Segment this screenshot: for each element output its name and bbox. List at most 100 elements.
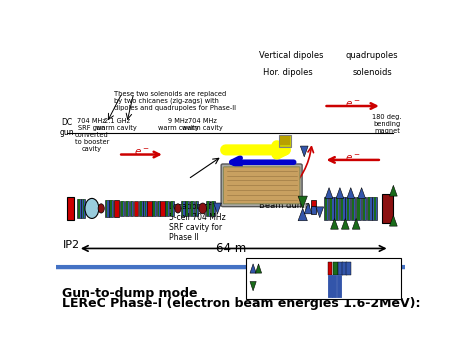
Bar bbox=[106, 200, 108, 217]
Polygon shape bbox=[256, 264, 261, 273]
Bar bbox=[336, 197, 338, 220]
Bar bbox=[279, 135, 291, 147]
Bar bbox=[374, 197, 376, 220]
Text: 704 MHz
SRF gun
converted
to booster
cavity: 704 MHz SRF gun converted to booster cav… bbox=[75, 118, 109, 152]
Bar bbox=[338, 262, 343, 275]
Bar bbox=[194, 201, 198, 216]
Text: Vertical dipoles: Vertical dipoles bbox=[258, 51, 323, 60]
Bar bbox=[110, 200, 112, 217]
Polygon shape bbox=[331, 218, 338, 229]
Bar bbox=[126, 201, 128, 216]
FancyBboxPatch shape bbox=[223, 167, 300, 204]
Bar bbox=[81, 199, 86, 218]
Bar bbox=[134, 201, 139, 216]
Bar bbox=[82, 199, 84, 218]
Polygon shape bbox=[316, 207, 324, 218]
Polygon shape bbox=[352, 218, 360, 229]
Bar bbox=[328, 262, 332, 275]
Bar bbox=[373, 197, 377, 220]
Bar bbox=[363, 197, 365, 220]
Bar bbox=[160, 201, 165, 216]
Bar bbox=[351, 197, 356, 220]
Bar bbox=[206, 201, 210, 216]
Polygon shape bbox=[214, 203, 221, 214]
Polygon shape bbox=[347, 188, 355, 198]
Text: Gun-to-dump mode: Gun-to-dump mode bbox=[63, 287, 198, 300]
Text: $e^-$: $e^-$ bbox=[345, 99, 361, 110]
Text: $e^-$: $e^-$ bbox=[134, 147, 149, 158]
Polygon shape bbox=[301, 146, 308, 157]
Bar bbox=[144, 201, 146, 216]
Text: 9 MHz
warm cavity: 9 MHz warm cavity bbox=[158, 118, 198, 131]
Text: Location of
5-cell 704 MHz
SRF cavity for
Phase II: Location of 5-cell 704 MHz SRF cavity fo… bbox=[169, 202, 225, 242]
Bar bbox=[166, 201, 168, 216]
Polygon shape bbox=[250, 264, 256, 273]
Bar bbox=[280, 136, 289, 145]
Bar bbox=[152, 201, 156, 216]
Bar bbox=[367, 197, 372, 220]
Bar bbox=[357, 197, 360, 220]
Bar bbox=[341, 197, 343, 220]
Bar bbox=[67, 197, 74, 220]
Bar bbox=[171, 201, 173, 216]
Bar bbox=[330, 197, 333, 220]
Bar bbox=[334, 197, 339, 220]
Ellipse shape bbox=[85, 198, 99, 218]
Bar bbox=[311, 206, 316, 214]
Bar bbox=[246, 259, 401, 298]
Bar bbox=[165, 201, 169, 216]
Text: IP2: IP2 bbox=[63, 240, 80, 250]
Bar bbox=[158, 201, 159, 216]
Text: DC
gun: DC gun bbox=[60, 118, 74, 137]
Text: $e^-$: $e^-$ bbox=[345, 153, 361, 164]
Polygon shape bbox=[342, 218, 349, 229]
Bar bbox=[147, 201, 152, 216]
Bar bbox=[368, 197, 370, 220]
Polygon shape bbox=[358, 188, 365, 198]
Polygon shape bbox=[336, 188, 344, 198]
Bar bbox=[186, 201, 188, 216]
Bar bbox=[356, 197, 361, 220]
Bar bbox=[345, 197, 350, 220]
Bar bbox=[78, 199, 80, 218]
Bar bbox=[333, 262, 338, 275]
Bar bbox=[170, 201, 174, 216]
Bar bbox=[211, 201, 215, 216]
Text: Beam dump: Beam dump bbox=[259, 201, 310, 210]
Bar bbox=[191, 201, 193, 216]
Text: 704 MHz
warm cavity: 704 MHz warm cavity bbox=[182, 118, 223, 131]
Bar bbox=[139, 201, 143, 216]
FancyBboxPatch shape bbox=[221, 164, 302, 207]
Bar bbox=[185, 201, 189, 216]
Bar bbox=[153, 201, 155, 216]
Bar bbox=[180, 201, 184, 216]
Polygon shape bbox=[390, 215, 397, 226]
Bar bbox=[325, 197, 327, 220]
Ellipse shape bbox=[175, 204, 181, 213]
Bar bbox=[352, 197, 354, 220]
Bar bbox=[340, 197, 345, 220]
Polygon shape bbox=[325, 188, 333, 198]
Bar bbox=[346, 262, 351, 275]
Bar bbox=[125, 201, 129, 216]
Bar bbox=[120, 201, 124, 216]
Ellipse shape bbox=[199, 203, 207, 214]
Text: 2.1 GHz
warm cavity: 2.1 GHz warm cavity bbox=[96, 118, 137, 131]
Polygon shape bbox=[298, 196, 307, 209]
Ellipse shape bbox=[98, 204, 104, 213]
Text: Hor. dipoles: Hor. dipoles bbox=[263, 68, 313, 77]
Bar bbox=[114, 200, 119, 217]
Bar bbox=[131, 201, 132, 216]
Polygon shape bbox=[304, 203, 312, 214]
Bar bbox=[324, 197, 328, 220]
Bar bbox=[105, 200, 108, 217]
Bar bbox=[140, 201, 142, 216]
Text: LEReC Phase-I (electron beam energies 1.6-2MeV):: LEReC Phase-I (electron beam energies 1.… bbox=[63, 297, 421, 310]
Bar bbox=[196, 201, 198, 216]
Polygon shape bbox=[250, 282, 256, 291]
Text: solenoids: solenoids bbox=[353, 68, 393, 77]
Text: These two solenoids are replaced
by two chicanes (zig-zags) with
dipoles and qua: These two solenoids are replaced by two … bbox=[114, 91, 236, 111]
Bar bbox=[144, 201, 147, 216]
Bar bbox=[77, 199, 81, 218]
Bar bbox=[382, 194, 392, 223]
